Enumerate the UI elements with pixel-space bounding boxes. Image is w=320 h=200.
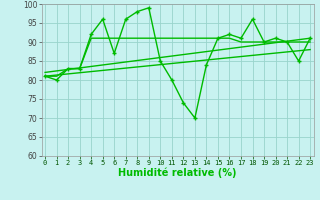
X-axis label: Humidité relative (%): Humidité relative (%) bbox=[118, 168, 237, 178]
